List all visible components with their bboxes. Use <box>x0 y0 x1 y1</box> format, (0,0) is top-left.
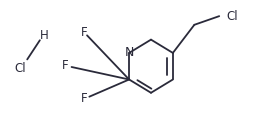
Text: F: F <box>81 26 87 39</box>
Text: Cl: Cl <box>14 62 26 75</box>
Text: F: F <box>81 92 87 106</box>
Text: N: N <box>124 46 134 59</box>
Text: F: F <box>62 59 68 72</box>
Text: H: H <box>40 29 49 42</box>
Text: Cl: Cl <box>227 10 239 23</box>
